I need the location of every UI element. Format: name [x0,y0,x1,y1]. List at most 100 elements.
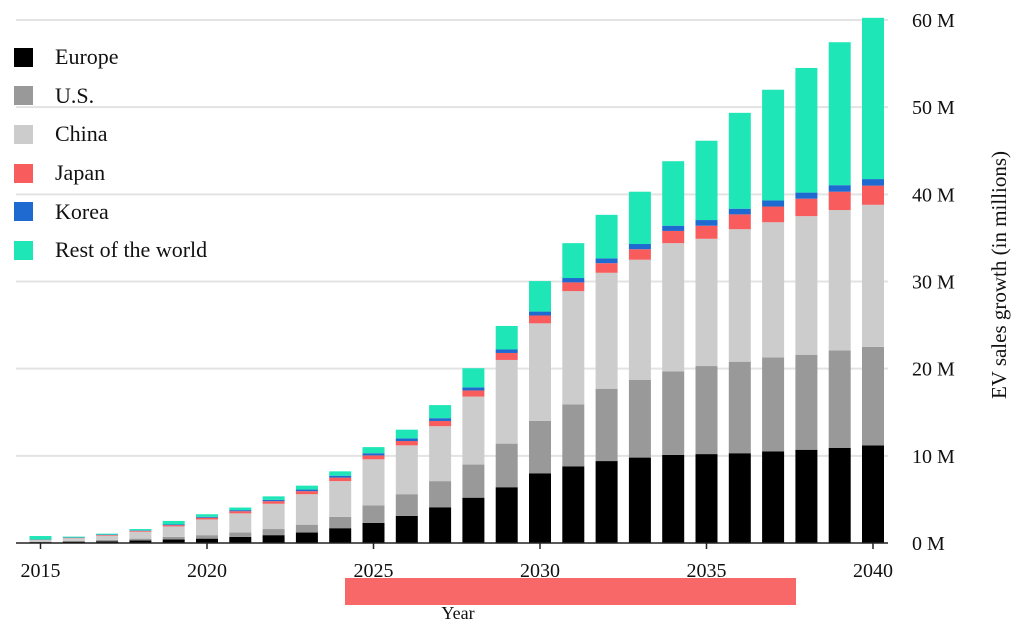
bar-segment [162,526,185,537]
bar-segment [129,540,152,543]
bar-segment [129,529,152,531]
bar-segment [762,200,785,207]
bar-segment [162,539,185,543]
legend: Europe U.S. China Japan Korea Rest of th… [14,38,207,270]
bar-segment [595,214,618,259]
bar-segment [762,89,785,201]
bar-segment [29,536,52,540]
bar-segment [595,272,618,389]
x-axis-ticks: 2015 2020 2025 2030 2035 2040 [21,543,893,582]
bar-segment [262,529,285,536]
y-tick-label: 20 M [912,359,955,381]
bar-segment [429,420,452,427]
bar-segment [329,481,352,517]
y-tick-label: 10 M [912,446,955,468]
bar-segment [129,530,152,532]
bar-segment [728,361,751,454]
bar-segment [196,516,218,518]
bar-segment [862,185,884,205]
bar-segment [862,179,884,186]
bar-segment [196,538,218,543]
bar-segment [828,42,851,186]
bar-segment [795,67,818,193]
bar-segment [329,471,352,476]
bar-segment [362,447,385,454]
bar-segment [229,510,252,512]
x-tick-label: 2040 [853,560,893,582]
bar-segment [562,466,585,543]
bar-segment [695,238,718,367]
x-tick-label: 2020 [187,560,227,582]
bar-segment [329,475,352,478]
bar-segment [495,352,518,360]
bar-segment [229,513,252,533]
legend-item-us: U.S. [14,77,207,116]
bar-segment [62,540,85,542]
bar-segment [828,191,851,211]
y-tick-label: 60 M [912,10,955,32]
bar-segment [429,507,452,543]
bar-segment [96,535,119,540]
bar-segment [828,210,851,351]
bar-segment [495,359,518,444]
bar-segment [96,541,119,543]
y-tick-label: 40 M [912,184,955,206]
bar-segment [462,497,485,543]
bar-segment [295,485,318,490]
bar-segment [762,206,785,223]
bar-segment [695,225,718,239]
highlight-bar [345,578,796,605]
bar-segment [462,390,485,397]
bar-segment [862,346,884,446]
legend-swatch-korea [14,202,33,222]
bar-segment [429,405,452,419]
bar-segment [462,368,485,388]
y-tick-label: 30 M [912,272,955,294]
bar-segment [662,371,685,455]
bar-segment [795,192,818,199]
bar-segment [196,535,218,539]
legend-label-china: China [55,121,108,147]
bar-segment [595,258,618,264]
bar-segment [595,461,618,543]
bar-segment [662,225,685,231]
bar-segment [395,441,418,446]
bar-segment [162,525,185,527]
bar-segment [529,473,551,543]
y-tick-label: 0 M [912,533,945,555]
bar-segment [196,517,218,520]
legend-label-japan: Japan [55,160,106,186]
bar-segment [762,357,785,452]
bar-segment [329,477,352,482]
bar-segment [395,515,418,543]
bar-segment [662,454,685,543]
bar-segment [529,281,551,312]
bar-segment [795,354,818,450]
bar-segment [862,17,884,180]
bar-segment [462,464,485,498]
bar-segment [362,455,385,460]
y-axis-title: EV sales growth (in millions) [987,151,1011,399]
bar-segment [762,451,785,543]
bar-segment [96,533,119,535]
bar-segment [529,315,551,324]
bar-segment [29,539,52,542]
bar-segment [129,531,152,539]
bar-segment [495,349,518,353]
bar-segment [529,420,551,474]
legend-swatch-china [14,124,33,144]
bar-segment [62,536,85,538]
bar-segment [628,457,651,543]
bar-segment [662,161,685,226]
bar-segment [362,459,385,506]
bar-segment [495,443,518,488]
bar-segment [562,291,585,405]
bar-segment [695,366,718,455]
legend-item-europe: Europe [14,38,207,77]
bar-segment [628,249,651,260]
bar-segment [295,532,318,543]
bar-segment [96,539,119,542]
bar-segment [262,535,285,543]
bar-segment [495,487,518,543]
